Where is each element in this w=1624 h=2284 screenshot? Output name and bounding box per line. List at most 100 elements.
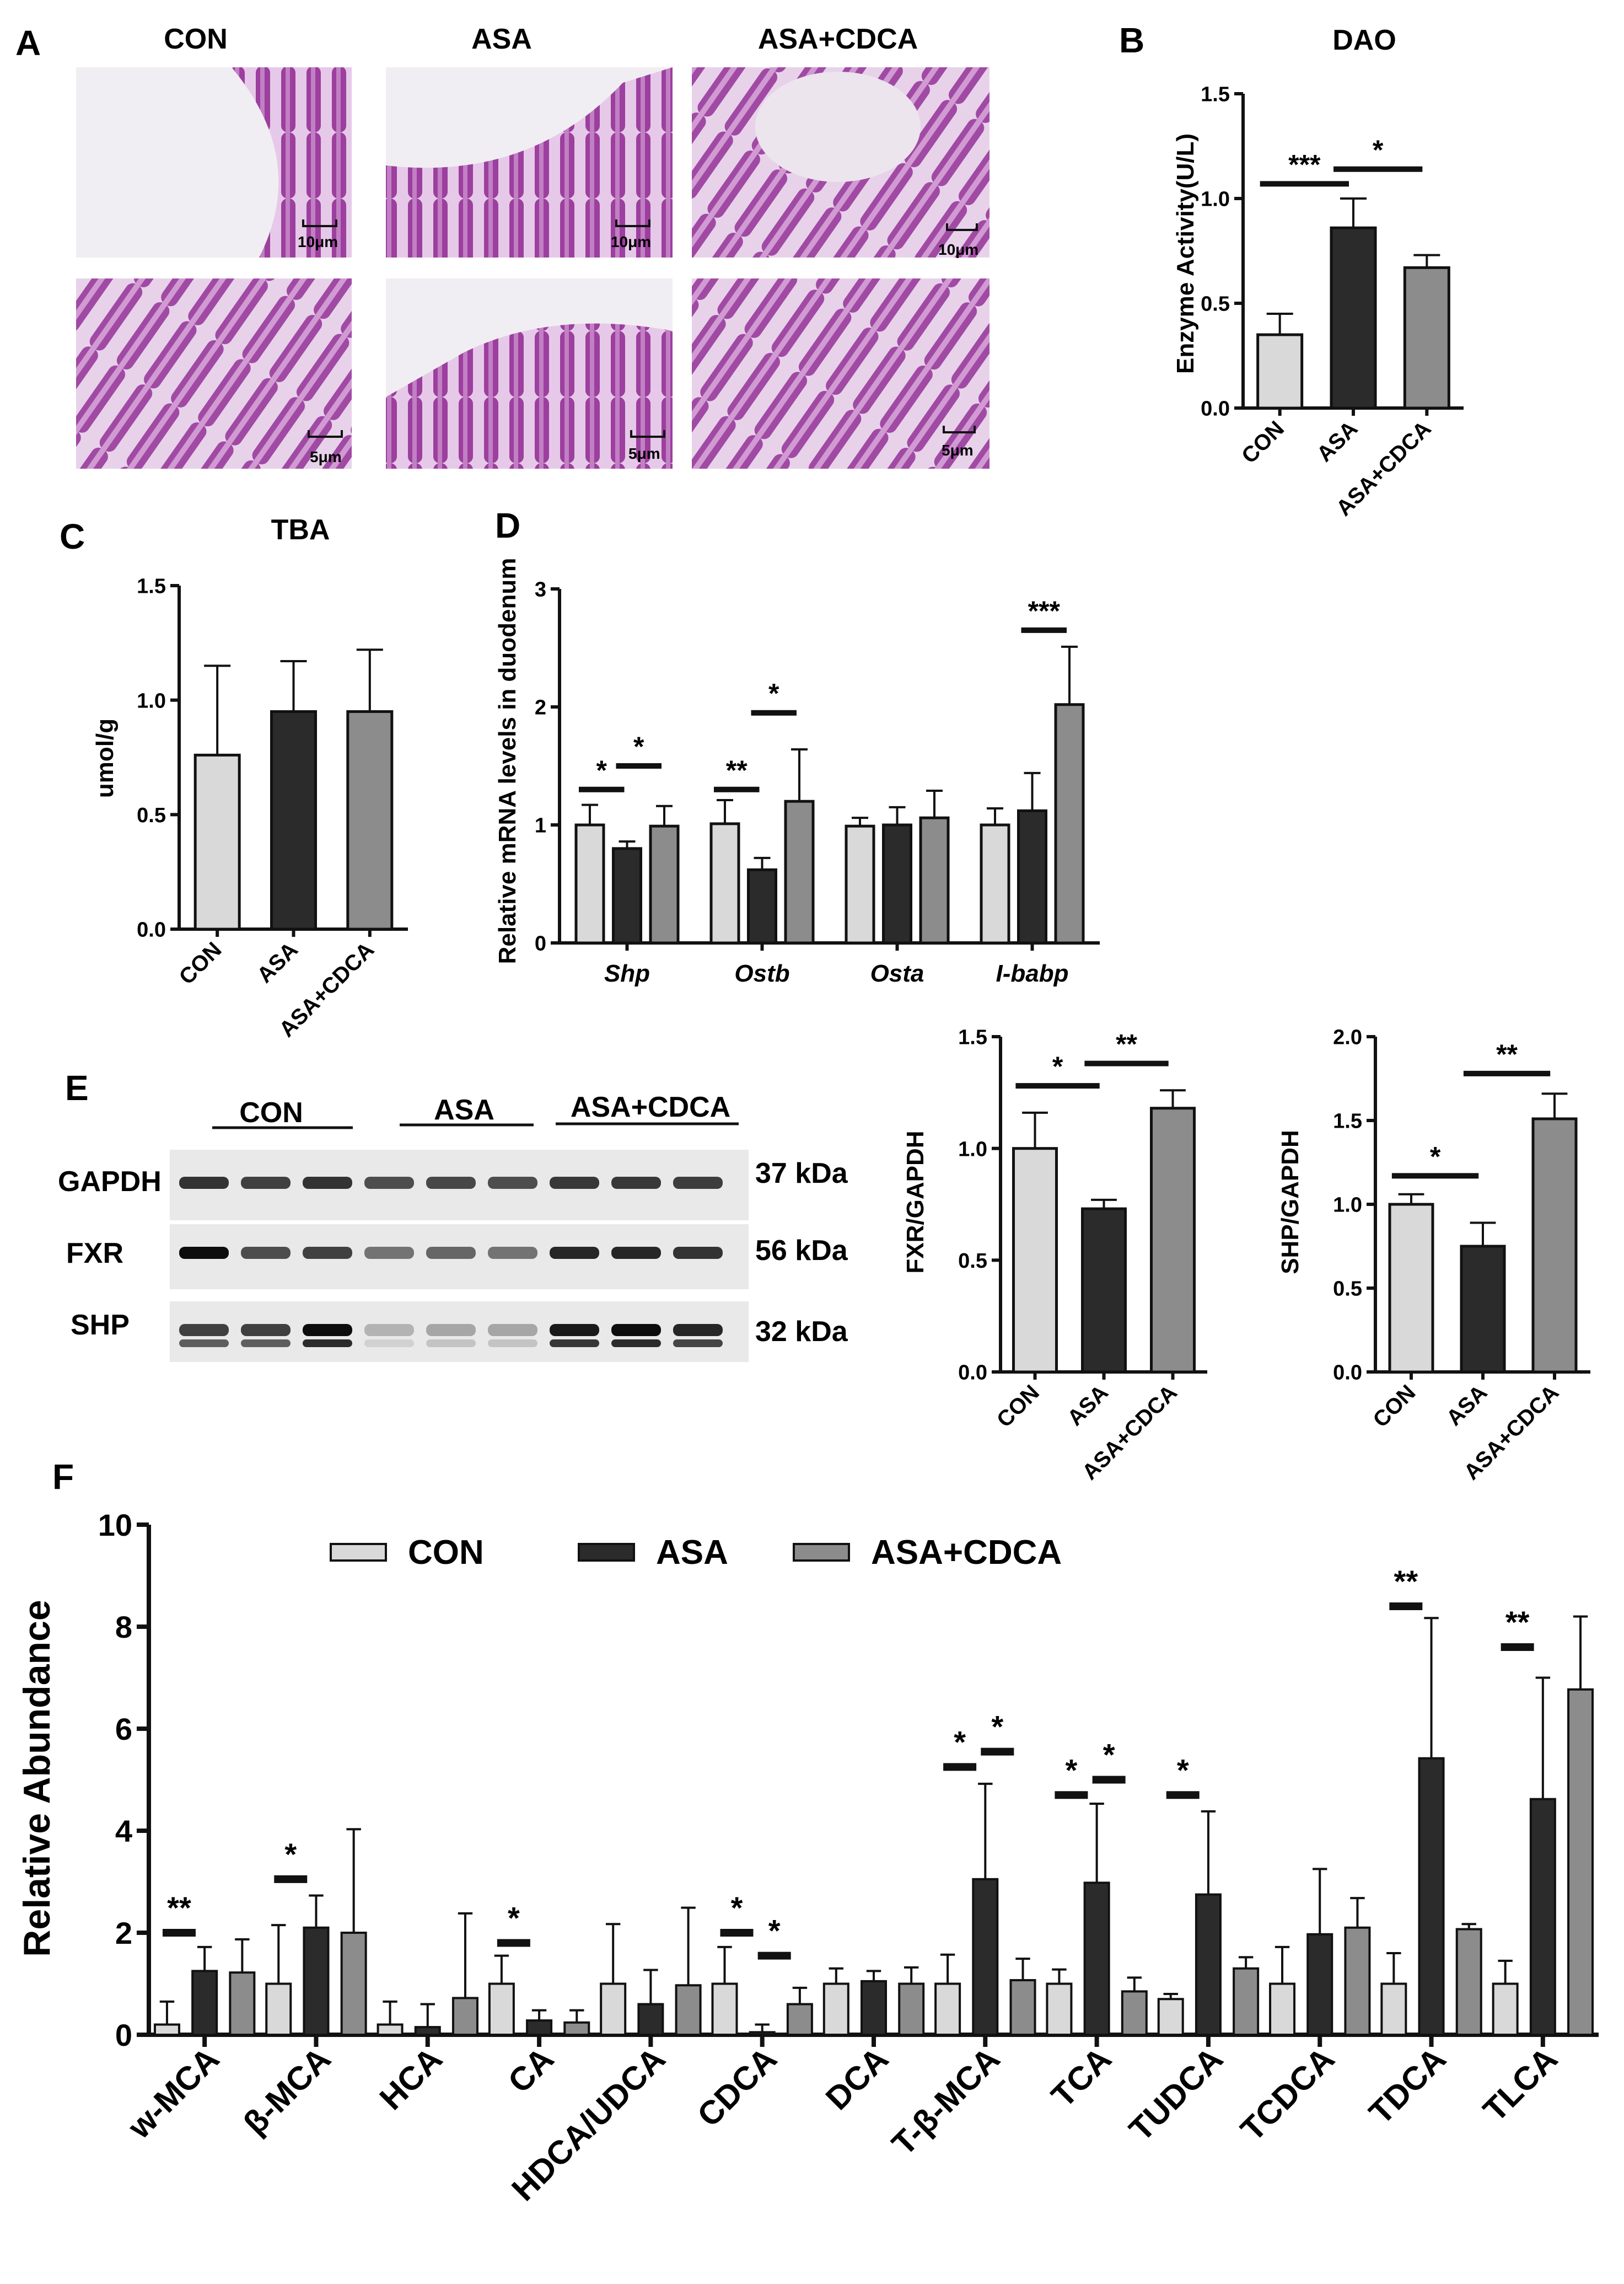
bar-series-0 xyxy=(822,1982,849,2036)
bar-asa xyxy=(270,710,317,931)
bar-asa-cdca xyxy=(1403,266,1450,410)
significance-mark: * xyxy=(768,678,779,709)
y-tick-label: 8 xyxy=(115,1610,132,1644)
blot-band xyxy=(488,1324,537,1336)
bar-series-0 xyxy=(934,1982,961,2036)
chart-b: B DAO Enzyme Activity(U/L) 0.0 0.5 1.0 1.5 CON A… xyxy=(1119,20,1464,521)
bar-series-1 xyxy=(612,847,642,945)
blot-band xyxy=(426,1339,476,1347)
blot-band xyxy=(611,1247,661,1259)
blot-band xyxy=(488,1339,537,1347)
y-tick-label: 1.0 xyxy=(1333,1194,1362,1217)
bar-series-1 xyxy=(637,2003,664,2036)
bar-series-2 xyxy=(1009,1979,1036,2036)
x-tick-label: DCA xyxy=(819,2040,895,2117)
significance-mark: ** xyxy=(167,1890,191,1925)
y-tick-label: 10 xyxy=(98,1508,132,1542)
histology-column-title-asa: ASA xyxy=(471,23,532,55)
svg-text:10μm: 10μm xyxy=(938,241,978,258)
x-tick-label: TUDCA xyxy=(1122,2040,1230,2148)
blot-band xyxy=(611,1324,661,1336)
blot-band xyxy=(550,1339,599,1347)
x-tick-label: w-MCA xyxy=(121,2040,227,2146)
blot-band xyxy=(241,1247,291,1259)
bar-series-2 xyxy=(786,2003,813,2036)
x-tick-label: CON xyxy=(992,1380,1044,1432)
blot-group-asa-cdca: ASA+CDCA xyxy=(571,1091,730,1123)
blot-band xyxy=(673,1339,723,1347)
svg-text:5μm: 5μm xyxy=(310,448,342,465)
histology-image-asa-top xyxy=(386,67,673,258)
bar-series-0 xyxy=(711,1982,738,2036)
y-axis-label: Relative Abundance xyxy=(16,1600,58,1956)
bar-con xyxy=(1256,333,1304,410)
blot-group-asa: ASA xyxy=(434,1094,494,1126)
significance-mark: * xyxy=(1066,1752,1078,1787)
bar-series-1 xyxy=(414,2026,441,2036)
histology-column-title-asa-cdca: ASA+CDCA xyxy=(758,23,918,55)
x-tick-label: TDCA xyxy=(1362,2040,1453,2131)
y-axis-label: Relative mRNA levels in duodenum xyxy=(494,558,521,964)
y-tick-label: 0.5 xyxy=(1333,1278,1362,1301)
y-tick-label: 1.5 xyxy=(1333,1110,1362,1133)
bar-series-1 xyxy=(1017,809,1047,945)
x-tick-label: ASA xyxy=(1442,1380,1492,1430)
x-tick-label: I-babp xyxy=(996,960,1069,987)
bar-series-2 xyxy=(1567,1688,1594,2036)
significance-mark: * xyxy=(596,755,607,786)
y-tick-label: 0.0 xyxy=(1333,1361,1362,1385)
bar-asa-cdca xyxy=(1150,1107,1196,1374)
x-tick-label: CON xyxy=(1237,416,1289,468)
blot-band xyxy=(673,1247,723,1259)
y-tick-label: 1.0 xyxy=(958,1138,987,1161)
significance-mark: * xyxy=(731,1890,743,1925)
blot-band xyxy=(426,1324,476,1336)
bar-series-1 xyxy=(861,1980,887,2036)
svg-text:5μm: 5μm xyxy=(942,442,974,459)
histology-column-title-con: CON xyxy=(164,23,228,55)
y-tick-label: 0 xyxy=(115,2018,132,2052)
y-tick-label: 3 xyxy=(535,578,546,602)
y-tick-label: 2 xyxy=(115,1916,132,1950)
band-size-shp: 32 kDa xyxy=(755,1316,848,1348)
legend-swatch-0 xyxy=(330,1543,387,1562)
panel-label-c: C xyxy=(60,517,85,556)
blot-band xyxy=(179,1247,229,1259)
y-axis-label: FXR/GAPDH xyxy=(902,1130,929,1273)
blot-bands xyxy=(170,1150,749,1362)
legend-swatch-1 xyxy=(578,1543,635,1562)
y-tick-label: 1.5 xyxy=(1201,83,1230,106)
y-tick-label: 1.5 xyxy=(137,575,166,598)
scale-bar-con-top: 10μm xyxy=(298,219,338,250)
y-axis-label: Enzyme Activity(U/L) xyxy=(1172,133,1199,374)
band-size-gapdh: 37 kDa xyxy=(755,1157,848,1189)
scale-bar-asa-top: 10μm xyxy=(611,219,651,250)
chart-title: DAO xyxy=(1332,24,1396,56)
legend-label-0: CON xyxy=(408,1534,484,1572)
blot-band xyxy=(179,1324,229,1336)
y-tick-label: 0 xyxy=(535,932,546,956)
significance-mark: * xyxy=(991,1709,1003,1744)
bar-asa xyxy=(1330,226,1377,410)
y-tick-label: 0.5 xyxy=(137,804,166,827)
y-tick-label: 1.0 xyxy=(137,689,166,712)
bar-series-0 xyxy=(153,2023,180,2036)
blot-band xyxy=(303,1339,352,1347)
bar-series-1 xyxy=(1083,1881,1110,2036)
significance-mark: * xyxy=(1177,1752,1189,1787)
y-axis-label: umol/g xyxy=(92,719,119,798)
bar-series-2 xyxy=(1344,1926,1371,2036)
bar-series-1 xyxy=(972,1878,999,2036)
significance-mark: * xyxy=(954,1724,966,1759)
x-tick-label: ASA xyxy=(1063,1380,1113,1430)
bar-series-2 xyxy=(1455,1928,1482,2036)
blot-band xyxy=(611,1177,661,1189)
significance-mark: ** xyxy=(1505,1605,1530,1639)
bar-series-0 xyxy=(574,823,605,945)
histology-image-asa-bottom xyxy=(386,278,673,469)
significance-mark: * xyxy=(508,1901,520,1935)
histology-image-asa-cdca-bottom xyxy=(692,278,990,469)
